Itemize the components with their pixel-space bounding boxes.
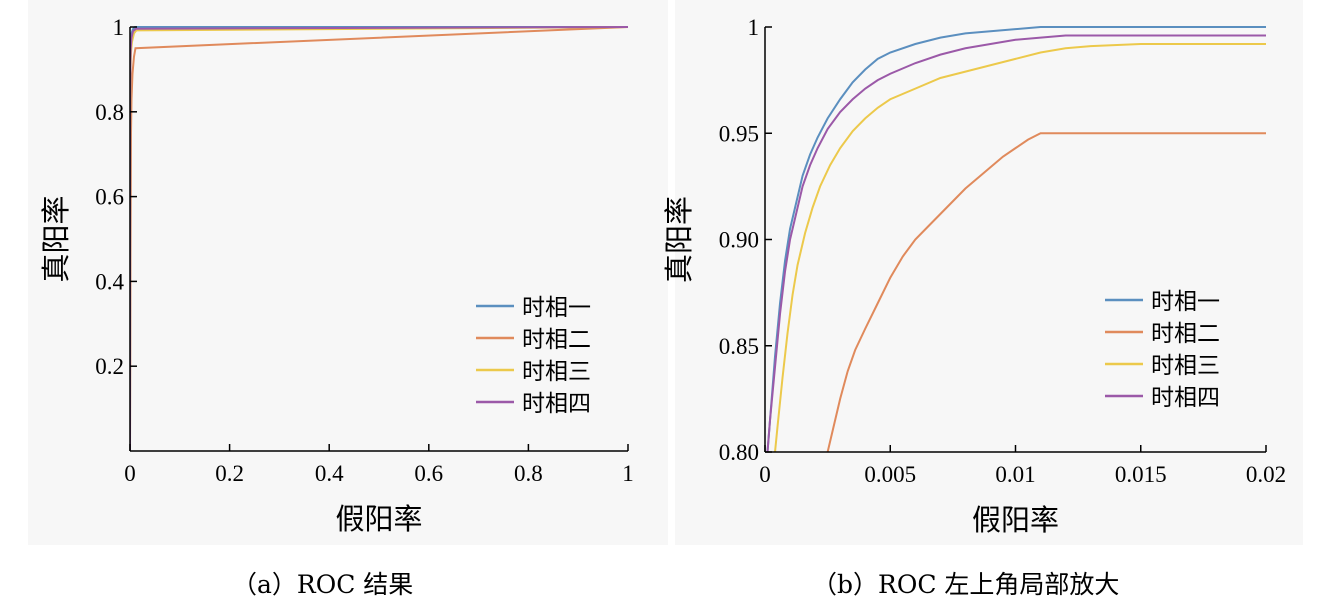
- y-tick-label: 0.80: [719, 440, 759, 465]
- legend-label-1: 时相一: [1151, 289, 1220, 315]
- x-tick-label: 0.01: [995, 462, 1035, 487]
- x-tick-label: 0.4: [315, 461, 344, 486]
- roc-chart-a: 0 0.2 0.4 0.6 0.8 1 0.2 0.4 0.6 0.8 1 假阳率 真阳率时相一时相二时…: [39, 15, 634, 536]
- series-line-2: [826, 132, 1266, 452]
- series-line-1: [130, 26, 628, 451]
- y-tick-label: 0.6: [95, 185, 124, 210]
- x-tick-label: 1: [622, 461, 634, 486]
- x-tick-label: 0.005: [864, 462, 916, 487]
- legend-label-3: 时相三: [522, 359, 591, 385]
- caption-a: （a）ROC 结果: [232, 570, 414, 599]
- y-tick-label: 0.95: [719, 121, 759, 146]
- y-axis-label: 真阳率: [662, 196, 696, 283]
- x-axis-label: 假阳率: [335, 502, 422, 536]
- y-tick-label: 0.90: [719, 228, 759, 253]
- chart-panel-a: 0 0.2 0.4 0.6 0.8 1 0.2 0.4 0.6 0.8 1 假阳率 真阳率时相一时相二时…: [28, 0, 668, 545]
- x-tick-label: 0.8: [514, 461, 543, 486]
- series-line-4: [130, 26, 629, 451]
- y-axis-label: 真阳率: [39, 195, 73, 282]
- chart-panel-b: 0 0.005 0.01 0.015 0.02 0.80 0.85 0.90 0.95 1 假阳率 真…: [662, 0, 1303, 545]
- roc-chart-b: 0 0.005 0.01 0.015 0.02 0.80 0.85 0.90 0.95 1 假阳率 真…: [662, 15, 1286, 537]
- series-line-3: [774, 43, 1266, 452]
- caption-b: （b）ROC 左上角局部放大: [812, 570, 1120, 599]
- legend-label-3: 时相三: [1151, 353, 1220, 379]
- y-tick-label: 0.85: [719, 334, 759, 359]
- x-axis-label: 假阳率: [972, 503, 1059, 537]
- x-tick-label: 0.2: [215, 461, 244, 486]
- x-tick-label: 0: [124, 461, 136, 486]
- series-line-3: [130, 26, 629, 451]
- legend-label-4: 时相四: [522, 391, 591, 417]
- x-tick-label: 0.02: [1246, 462, 1286, 487]
- y-tick-label: 0.8: [95, 100, 124, 125]
- x-tick-label: 0.6: [414, 461, 443, 486]
- series-line-1: [766, 26, 1266, 452]
- y-tick-label: 1: [113, 15, 125, 40]
- legend-label-2: 时相二: [1151, 321, 1220, 347]
- plot-area: [130, 26, 629, 451]
- legend-label-1: 时相一: [522, 295, 591, 321]
- y-tick-label: 1: [748, 15, 760, 40]
- y-tick-label: 0.2: [95, 354, 124, 379]
- x-tick-label: 0.015: [1115, 462, 1167, 487]
- series-line-4: [766, 34, 1266, 452]
- y-tick-label: 0.4: [95, 269, 124, 294]
- series-line-2: [130, 26, 629, 451]
- legend-label-2: 时相二: [522, 327, 591, 353]
- plot-area: [766, 26, 1266, 452]
- x-tick-label: 0: [759, 462, 771, 487]
- legend-label-4: 时相四: [1151, 385, 1220, 411]
